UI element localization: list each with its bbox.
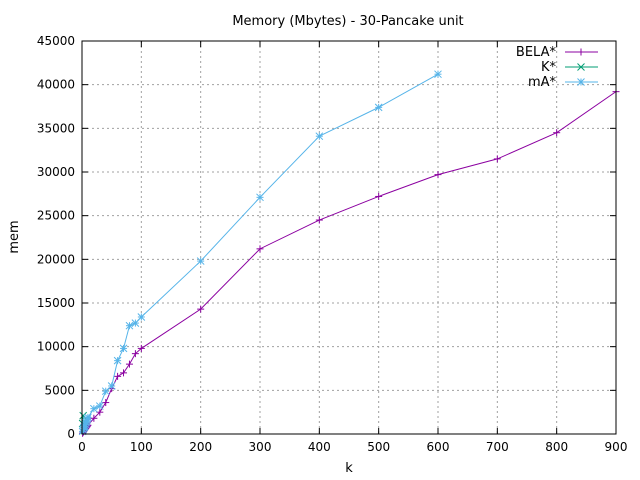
data-point [315,132,324,141]
data-point [84,413,92,422]
y-tick-label: 5000 [44,383,75,397]
plot-frame [81,40,617,435]
y-tick-label: 0 [67,427,75,441]
data-point [95,402,104,410]
x-tick-label: 100 [130,440,153,454]
legend-marker [577,63,585,71]
legend: BELA*K*mA* [516,45,598,90]
data-point [137,344,145,352]
series-bela- [79,88,620,437]
legend-label: K* [541,60,557,75]
x-tick-label: 600 [427,440,450,454]
y-axis-label: mem [7,220,22,253]
chart-title: Memory (Mbytes) - 30-Pancake unit [232,14,463,29]
legend-marker [577,78,585,86]
y-tick-label: 25000 [37,209,75,223]
data-point [137,313,146,321]
data-point [375,192,383,200]
data-point [434,171,442,179]
legend-label: BELA* [516,45,557,60]
data-point [553,129,561,137]
data-point [102,399,110,407]
data-point [107,382,116,390]
data-point [434,70,442,79]
x-tick-label: 800 [545,440,568,454]
x-tick-label: 700 [486,440,509,454]
data-point [120,369,128,377]
plot-area [78,70,620,437]
data-point [196,257,205,265]
x-tick-label: 500 [367,440,390,454]
series-ma- [78,70,442,436]
data-point [131,350,139,358]
y-tick-label: 30000 [37,165,75,179]
data-point [493,155,501,163]
x-tick-label: 400 [308,440,331,454]
data-point [197,305,205,313]
data-point [125,360,133,368]
x-tick-label: 300 [249,440,272,454]
data-point [113,356,122,365]
x-tick-label: 200 [189,440,212,454]
data-point [374,103,383,112]
y-tick-label: 10000 [37,340,75,354]
grid [82,41,616,434]
x-tick-label: 0 [78,440,86,454]
data-point [256,193,264,202]
y-tick-label: 35000 [37,121,75,135]
data-point [90,404,98,413]
y-tick-label: 15000 [37,296,75,310]
legend-marker [577,48,585,56]
legend-label: mA* [528,75,557,90]
data-point [114,372,122,380]
y-tick-label: 20000 [37,252,75,266]
data-point [315,216,323,224]
axes: 0 100 200 300 400 500 600 700 800 900 0 5000 10000 15… [37,34,628,454]
y-tick-label: 45000 [37,34,75,48]
data-point [125,321,134,330]
data-point [256,245,264,253]
data-point [96,408,104,416]
data-point [119,344,128,353]
data-point [90,414,98,422]
series-line [82,91,617,434]
x-axis-label: k [345,461,353,476]
data-point [131,319,140,327]
x-tick-label: 900 [605,440,628,454]
y-tick-label: 40000 [37,78,75,92]
